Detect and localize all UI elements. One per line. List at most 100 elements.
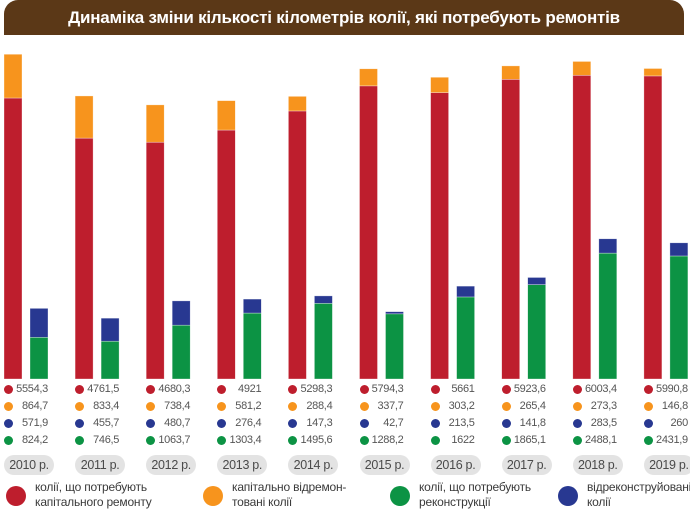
data-label-value: 5990,8 (656, 383, 688, 395)
data-label-value: 4761,5 (87, 383, 120, 395)
data-label-capital-repair-needed: 4761,5 (75, 382, 119, 396)
x-tick-label: 2015 р. (359, 455, 410, 475)
bar-reconstruction-needed (385, 313, 404, 380)
series-dot-icon (4, 436, 13, 445)
bar-reconstruction-needed (100, 340, 120, 380)
data-label-capital-repaired: 273,3 (572, 399, 617, 413)
x-tick-label: 2011 р. (75, 455, 126, 475)
legend-item-reconstruction-needed: колії, що потребують реконструкції (390, 480, 539, 510)
legend-label: колії, що потребують реконструкції (419, 480, 531, 509)
data-label-reconstruction-needed: 1495,6 (288, 433, 333, 447)
series-dot-icon (359, 419, 369, 428)
x-tick-label: 2013 р. (217, 455, 268, 475)
data-label-value: 480,7 (164, 417, 191, 429)
legend-label: капітально відремон-товані колії (232, 480, 347, 509)
bar-capital-repair-needed (217, 129, 236, 380)
data-label-value: 455,7 (93, 417, 120, 429)
bar-reconstruction-needed (171, 324, 191, 380)
data-label-capital-repair-needed: 5554,3 (4, 382, 48, 396)
bar-reconstruction-needed (243, 312, 262, 380)
data-label-reconstructed: 141,8 (501, 416, 546, 430)
bar-reconstructed (314, 295, 333, 304)
bar-capital-repair-needed (430, 92, 449, 380)
data-label-capital-repaired: 864,7 (4, 399, 48, 413)
series-dot-icon (643, 419, 653, 428)
series-dot-icon (359, 385, 369, 394)
bar-capital-repaired (288, 96, 307, 112)
bar-capital-repaired (430, 76, 449, 93)
data-label-capital-repaired: 738,4 (146, 399, 190, 413)
bar-capital-repair-needed (288, 110, 307, 380)
data-label-value: 5794,3 (371, 383, 404, 395)
data-label-value: 147,3 (306, 417, 333, 429)
series-dot-icon (501, 436, 511, 445)
bar-reconstructed (385, 311, 404, 315)
series-dot-icon (643, 385, 653, 394)
series-dot-icon (430, 402, 440, 411)
bar-reconstructed (527, 277, 547, 285)
legend-label: відреконструйовані колії (587, 480, 690, 509)
bar-capital-repaired (217, 100, 236, 131)
series-dot-icon (501, 385, 511, 394)
series-dot-icon (430, 419, 440, 428)
bar-capital-repair-needed (643, 75, 663, 380)
x-tick-label: 2016 р. (430, 455, 481, 475)
legend-item-capital-repair-needed: колії, що потребують капітального ремонт… (6, 480, 170, 510)
green-dot-icon (390, 486, 410, 506)
data-label-value: 5298,3 (300, 383, 333, 395)
series-dot-icon (288, 419, 298, 428)
bar-reconstruction-needed (527, 284, 547, 380)
series-dot-icon (359, 436, 369, 445)
data-label-value: 337,7 (377, 400, 404, 412)
data-label-value: 265,4 (519, 400, 546, 412)
bar-capital-repair-needed (359, 85, 378, 380)
data-label-reconstruction-needed: 2431,9 (643, 433, 688, 447)
data-label-value: 581,2 (235, 400, 262, 412)
data-label-value: 42,7 (383, 417, 404, 429)
series-dot-icon (572, 419, 582, 428)
bar-reconstruction-needed (314, 303, 333, 380)
data-label-reconstruction-needed: 2488,1 (572, 433, 617, 447)
red-dot-icon (6, 486, 26, 506)
series-dot-icon (572, 402, 582, 411)
data-label-reconstructed: 260 (643, 416, 688, 430)
series-dot-icon (75, 436, 85, 445)
data-label-value: 276,4 (235, 417, 262, 429)
series-dot-icon (359, 402, 369, 411)
data-label-value: 1495,6 (300, 434, 333, 446)
data-label-capital-repair-needed: 5923,6 (501, 382, 546, 396)
legend-item-capital-repaired: капітально відремон-товані колії (203, 480, 357, 510)
data-label-reconstructed: 147,3 (288, 416, 333, 430)
data-label-reconstruction-needed: 1288,2 (359, 433, 404, 447)
series-dot-icon (288, 436, 298, 445)
data-label-capital-repair-needed: 6003,4 (572, 382, 617, 396)
series-dot-icon (75, 385, 85, 394)
series-dot-icon (572, 385, 582, 394)
data-label-reconstruction-needed: 1303,4 (217, 433, 262, 447)
data-label-reconstructed: 480,7 (146, 416, 190, 430)
bar-capital-repair-needed (572, 74, 592, 380)
data-label-reconstruction-needed: 1865,1 (501, 433, 546, 447)
series-dot-icon (146, 385, 156, 394)
data-label-value: 1288,2 (371, 434, 404, 446)
data-label-capital-repaired: 265,4 (501, 399, 546, 413)
data-label-capital-repaired: 337,7 (359, 399, 404, 413)
bar-reconstruction-needed (29, 337, 49, 380)
data-label-value: 4921 (238, 383, 262, 395)
series-dot-icon (430, 436, 440, 445)
data-label-value: 5554,3 (16, 383, 48, 395)
series-dot-icon (288, 385, 298, 394)
bar-reconstruction-needed (598, 252, 618, 380)
data-label-value: 833,4 (93, 400, 120, 412)
series-dot-icon (4, 419, 13, 428)
series-dot-icon (146, 436, 156, 445)
data-label-value: 303,2 (448, 400, 475, 412)
data-label-value: 1865,1 (513, 434, 546, 446)
data-label-value: 2488,1 (584, 434, 617, 446)
data-label-capital-repair-needed: 4921 (217, 382, 262, 396)
data-label-value: 1303,4 (229, 434, 262, 446)
data-label-capital-repaired: 288,4 (288, 399, 333, 413)
data-label-reconstruction-needed: 824,2 (4, 433, 48, 447)
series-dot-icon (75, 402, 85, 411)
series-dot-icon (501, 419, 511, 428)
